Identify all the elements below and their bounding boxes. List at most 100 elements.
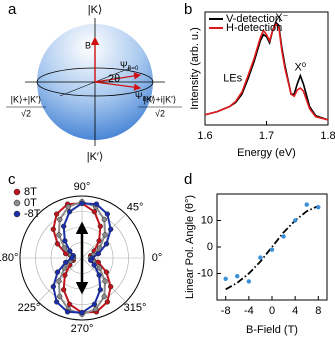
- y-tick-label: -10: [197, 267, 213, 279]
- polar-point: [61, 287, 67, 293]
- ket-label: |K′⟩: [87, 151, 104, 163]
- x-axis-label: Energy (eV): [237, 147, 296, 159]
- polar-point: [96, 265, 103, 271]
- legend-label: -8T: [24, 208, 41, 220]
- state-label: ΨB>0: [135, 91, 154, 102]
- annotation: LEs: [223, 73, 242, 85]
- panel-label: b: [184, 1, 192, 18]
- angle-label: 2θ: [108, 73, 120, 85]
- fraction-num: |K⟩+i|K′⟩: [144, 94, 177, 104]
- point: [292, 218, 298, 223]
- state-label: ΨB=0: [120, 60, 139, 71]
- polar-point: [97, 287, 103, 293]
- polar-point: [67, 248, 73, 254]
- x-axis-label: B-Field (T): [246, 324, 298, 336]
- point: [269, 247, 275, 252]
- polar-point: [53, 299, 60, 305]
- x-tick-label: 4: [292, 305, 298, 317]
- polar-point: [54, 269, 61, 275]
- polar-point: [108, 226, 114, 232]
- polar-point: [54, 241, 61, 247]
- polar-point: [91, 301, 98, 307]
- point: [258, 255, 263, 260]
- polar-point: [62, 238, 68, 244]
- polar-point: [102, 232, 108, 238]
- theta-label: 315°: [124, 302, 147, 314]
- legend-label: V-detection: [226, 13, 281, 25]
- polar-point: [66, 209, 73, 215]
- spectrum: [204, 20, 329, 121]
- state-arrow: [94, 81, 142, 91]
- theta-label: 45°: [127, 202, 144, 214]
- polar-point: [104, 211, 111, 217]
- field-label: B: [85, 40, 91, 50]
- polar-point: [79, 200, 85, 206]
- polar-point: [63, 259, 69, 266]
- panel-label: d: [184, 171, 192, 188]
- polar-point: [101, 216, 107, 223]
- theta-label: 180°: [0, 252, 18, 264]
- fraction-num: |K⟩+|K′⟩: [11, 94, 42, 104]
- fit-line: [225, 205, 319, 291]
- point: [246, 279, 252, 284]
- x-tick-label: 0: [269, 305, 275, 317]
- x-tick-label: 1.8: [320, 130, 335, 142]
- polar-point: [93, 306, 99, 312]
- polar-point: [88, 257, 94, 263]
- polar-point: [101, 293, 107, 300]
- polar-point: [95, 250, 101, 257]
- panel-a: a |K⟩ |K′⟩ B ΨB=0 ΨB>0 2θ |K⟩+|K′⟩ √2 |K…: [6, 1, 182, 163]
- polar-point: [56, 232, 62, 238]
- fraction-den: √2: [155, 108, 165, 118]
- annotation: X⁰: [294, 61, 306, 73]
- theta-label: 270°: [71, 323, 94, 335]
- legend-marker: [13, 199, 21, 207]
- x-tick-label: -8: [221, 305, 231, 317]
- polar-point: [96, 272, 102, 278]
- polar-point: [95, 259, 101, 266]
- x-tick-label: 1.7: [259, 130, 274, 142]
- panel-label: a: [8, 1, 17, 18]
- polar-point: [69, 255, 75, 261]
- legend-marker: [13, 188, 21, 196]
- x-tick-label: -4: [244, 305, 254, 317]
- polar-point: [91, 262, 97, 268]
- state-arrow: [94, 72, 142, 83]
- polar-point: [50, 284, 56, 290]
- polar-point: [108, 284, 114, 290]
- theta-label: 225°: [18, 302, 41, 314]
- point: [316, 205, 321, 210]
- polar-point: [66, 301, 73, 307]
- ket-label: |K⟩: [88, 4, 103, 16]
- polar-point: [50, 226, 56, 232]
- polar-point: [56, 278, 62, 284]
- polar-point: [91, 209, 98, 215]
- polar-point: [97, 223, 103, 229]
- legend-label: 8T: [24, 186, 37, 198]
- y-tick-label: 10: [201, 214, 213, 226]
- panel-label: c: [8, 171, 16, 188]
- point: [304, 202, 309, 207]
- polar-point: [103, 241, 110, 247]
- legend-label: H-detection: [226, 22, 282, 34]
- y-axis-label: Intensity (arb. u.): [189, 27, 201, 110]
- annotation: X⁻: [275, 12, 288, 24]
- polar-point: [102, 278, 108, 284]
- polar-point: [61, 245, 68, 251]
- theta-label: 0°: [152, 252, 163, 264]
- y-tick-label: 0: [207, 241, 213, 253]
- polar-point: [93, 201, 100, 207]
- theta-label: 90°: [74, 181, 91, 193]
- polar-point: [103, 269, 110, 275]
- x-tick-label: 1.6: [197, 130, 212, 142]
- polar-point: [79, 310, 85, 316]
- polar-point: [61, 223, 67, 229]
- y-axis-label: Linear Pol. Angle (θ°): [184, 195, 196, 299]
- fraction-den: √2: [21, 108, 31, 118]
- spectrum: [204, 22, 329, 121]
- polar-point: [63, 250, 69, 257]
- legend-marker: [13, 210, 21, 218]
- polar-point: [57, 293, 63, 300]
- point: [235, 273, 240, 279]
